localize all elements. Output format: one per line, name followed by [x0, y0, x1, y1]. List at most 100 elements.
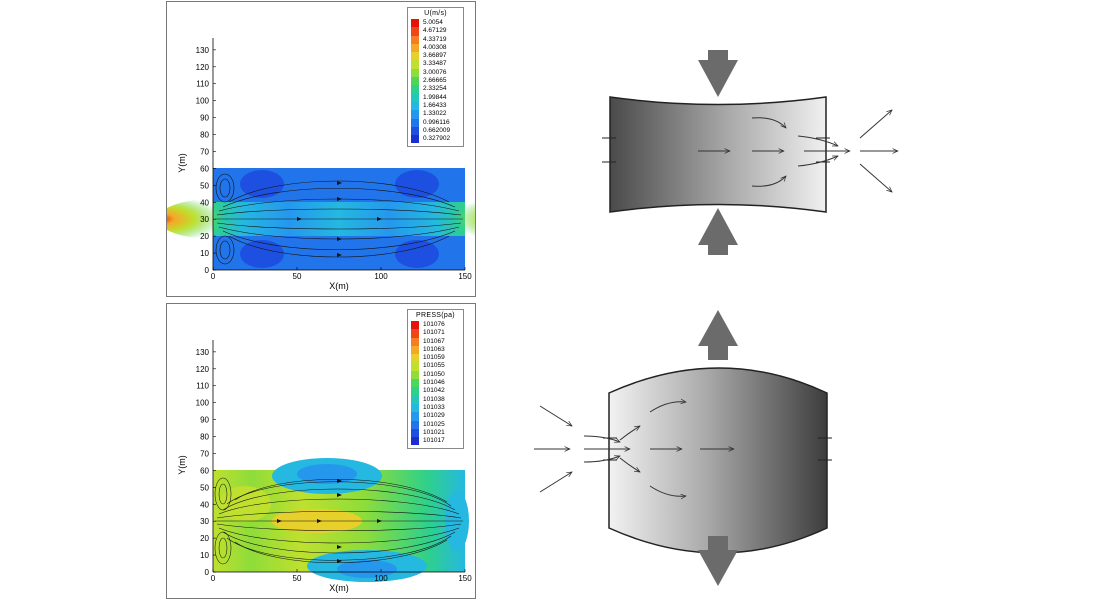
- legend-title: U(m/s): [424, 10, 447, 17]
- legend-entry: 0.662009: [411, 126, 460, 136]
- legend-entry: 1.99844: [411, 93, 460, 102]
- legend-title: PRESS(pa): [416, 312, 455, 319]
- legend-swatch: [411, 412, 419, 421]
- legend-swatch: [411, 126, 419, 136]
- y-tick-label: 50: [200, 483, 209, 492]
- x-axis-label: X(m): [329, 583, 349, 593]
- legend-entry: 2.66665: [411, 77, 460, 86]
- legend-entry: 101033: [411, 403, 460, 413]
- x-tick-label: 150: [458, 574, 472, 583]
- legend-entry: 101055: [411, 362, 460, 371]
- legend-swatch: [411, 52, 419, 61]
- legend-swatch: [411, 403, 419, 413]
- legend-value: 1.66433: [423, 101, 447, 109]
- up-arrow-icon: [698, 208, 738, 255]
- legend-value: 101055: [423, 362, 445, 370]
- low-zone: [240, 170, 284, 198]
- low-zone: [240, 240, 284, 268]
- legend-swatch: [411, 329, 419, 338]
- x-tick-label: 0: [211, 574, 216, 583]
- legend-value: 1.33022: [423, 110, 447, 118]
- x-tick-label: 150: [458, 272, 472, 281]
- legend-value: 101059: [423, 354, 445, 362]
- y-tick-label: 90: [200, 114, 209, 123]
- pressure-plot-panel: 0 10 20 30 40 50 60 70 80 90 100 110 120 130 0 50 100 15…: [166, 303, 476, 599]
- y-tick-label: 0: [205, 568, 210, 577]
- y-tick-label: 40: [200, 500, 209, 509]
- x-tick-label: 50: [293, 272, 302, 281]
- streamlines: [215, 173, 463, 265]
- y-axis-label: Y(m): [177, 455, 187, 475]
- legend-entry: 101042: [411, 387, 460, 396]
- legend-swatch: [411, 345, 419, 355]
- legend-entry: 101046: [411, 379, 460, 388]
- legend-swatch: [411, 101, 419, 111]
- y-tick-label: 120: [196, 63, 210, 72]
- legend-swatch: [411, 118, 419, 127]
- y-tick-label: 10: [200, 249, 209, 258]
- legend-swatch: [411, 135, 419, 144]
- legend-value: 4.67129: [423, 27, 447, 35]
- up-arrow-icon: [698, 310, 738, 360]
- legend-swatch: [411, 420, 419, 429]
- compressed-block: [609, 96, 827, 213]
- legend-value: 101033: [423, 403, 445, 411]
- legend-value: 0.996116: [423, 118, 450, 126]
- legend-entry: 3.66897: [411, 52, 460, 61]
- legend-swatch: [411, 428, 419, 438]
- down-arrow-icon: [698, 536, 738, 586]
- y-tick-label: 60: [200, 466, 209, 475]
- y-tick-label: 130: [196, 46, 210, 55]
- legend-entry: 101025: [411, 420, 460, 429]
- legend-value: 3.66897: [423, 52, 447, 60]
- inlet-zone: [219, 486, 271, 522]
- y-tick-label: 30: [200, 517, 209, 526]
- legend-swatch: [411, 43, 419, 53]
- legend-value: 101067: [423, 337, 445, 345]
- legend-swatch: [411, 437, 419, 446]
- low-pressure-core: [337, 560, 397, 578]
- legend-swatch: [411, 337, 419, 346]
- velocity-plot-svg: 0 10 20 30 40 50 60 70 80 90 100 110 120 130 0 50 100 15…: [167, 38, 475, 291]
- legend-entry: 0.327902: [411, 135, 460, 144]
- legend-swatch: [411, 77, 419, 86]
- legend-entry: 101059: [411, 354, 460, 363]
- legend-swatch: [411, 362, 419, 371]
- converging-channel-diagram: [602, 50, 920, 255]
- y-tick-label: 20: [200, 232, 209, 241]
- legend-value: 101017: [423, 437, 445, 445]
- low-zone: [395, 240, 439, 268]
- down-arrow-icon: [698, 50, 738, 97]
- legend-value: 101042: [423, 387, 445, 395]
- velocity-legend: U(m/s) 5.0054 4.67129 4.33719 4.00308 3.6689…: [407, 7, 464, 148]
- pressure-plot-svg: 0 10 20 30 40 50 60 70 80 90 100 110 120 130 0 50 100 15…: [177, 340, 472, 593]
- legend-value: 3.00076: [423, 68, 447, 76]
- x-tick-label: 100: [374, 574, 388, 583]
- legend-entry: 101038: [411, 395, 460, 404]
- legend-entry: 101067: [411, 337, 460, 346]
- y-tick-label: 100: [196, 97, 210, 106]
- legend-swatch: [411, 27, 419, 36]
- legend-entry: 101076: [411, 321, 460, 330]
- y-axis-label: Y(m): [177, 153, 187, 173]
- legend-swatch: [411, 68, 419, 78]
- y-tick-label: 10: [200, 551, 209, 560]
- y-tick-label: 30: [200, 215, 209, 224]
- legend-swatch: [411, 354, 419, 363]
- y-tick-label: 90: [200, 416, 209, 425]
- legend-value: 101063: [423, 345, 445, 353]
- legend-value: 101038: [423, 395, 445, 403]
- streamlines: [214, 477, 463, 565]
- y-tick-label: 20: [200, 534, 209, 543]
- y-tick-label: 130: [196, 348, 210, 357]
- low-pressure-core: [297, 464, 357, 484]
- legend-swatch: [411, 387, 419, 396]
- legend-entry: 101021: [411, 428, 460, 438]
- legend-value: 101021: [423, 428, 445, 436]
- low-zone: [395, 170, 439, 198]
- legend-entry: 101063: [411, 345, 460, 355]
- x-tick-label: 50: [293, 574, 302, 583]
- expanded-block: [608, 367, 828, 554]
- legend-swatch: [411, 35, 419, 44]
- legend-swatch: [411, 370, 419, 380]
